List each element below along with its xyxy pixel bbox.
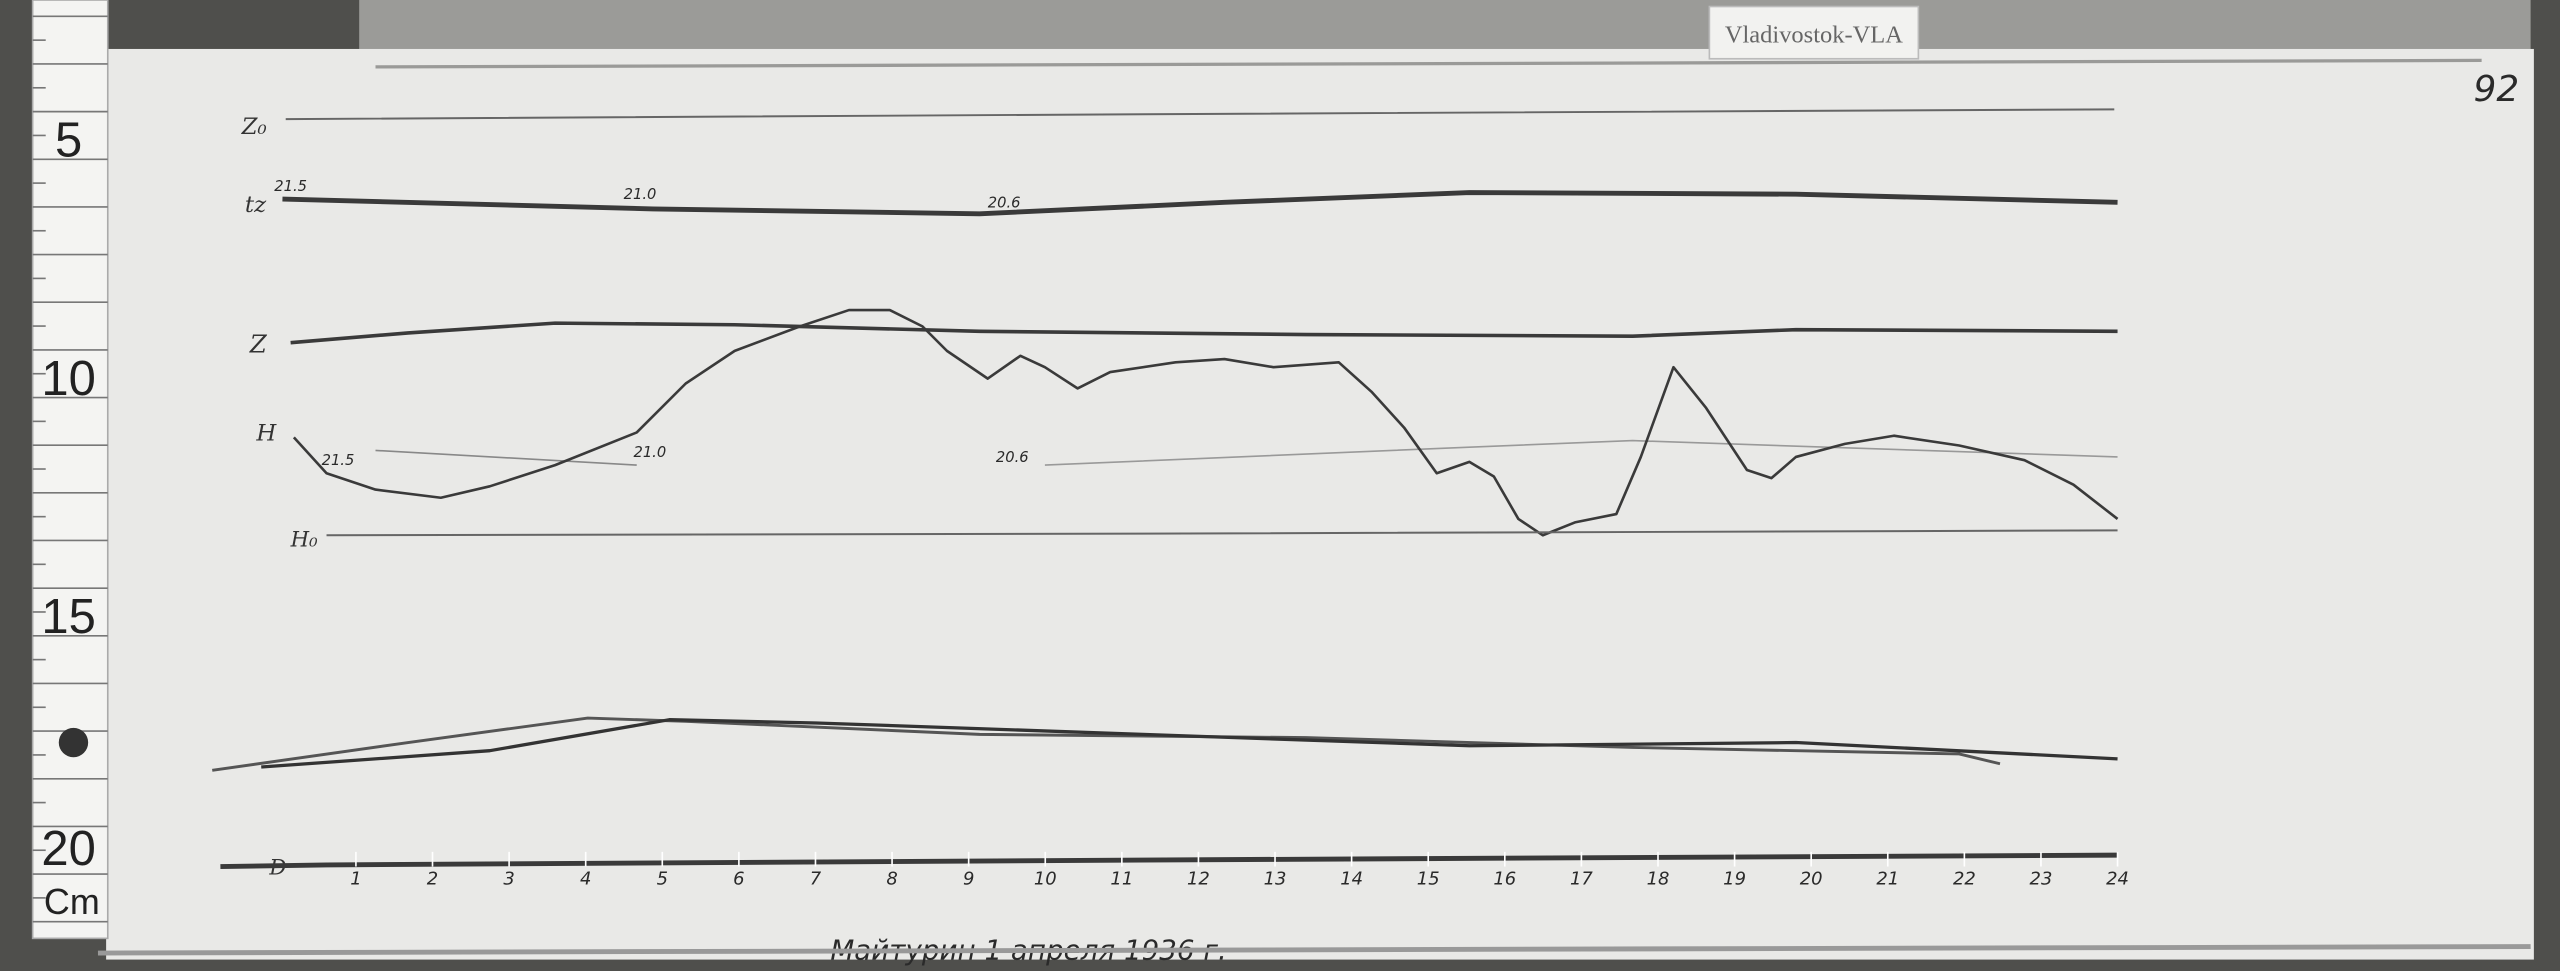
temp-reading: 20.6	[988, 194, 1021, 211]
station-tag-text: Vladivostok-VLA	[1725, 21, 1903, 48]
hour-label: 22	[1953, 869, 1976, 890]
temp-reading: 21.0	[633, 444, 666, 461]
sleeve-edge	[375, 58, 2482, 69]
hour-label: 8	[886, 869, 897, 890]
hour-label: 21	[1876, 869, 1899, 890]
hour-label: 18	[1647, 869, 1670, 890]
ruler-mark-5: 5	[55, 114, 82, 168]
h-trace	[292, 308, 2119, 537]
ruler-mark-15: 15	[41, 590, 95, 644]
hour-label: 20	[1800, 869, 1823, 890]
hour-label: 4	[580, 869, 591, 890]
d-baseline-line	[220, 852, 2118, 870]
hour-label: 17	[1570, 869, 1593, 890]
hour-label: 24	[2106, 869, 2129, 890]
hour-label: 13	[1264, 869, 1287, 890]
z-baseline-line	[285, 108, 2115, 121]
label-temperature: tz	[245, 192, 267, 218]
z-trace	[290, 321, 2118, 345]
hour-label: 19	[1723, 869, 1746, 890]
temp-reading: 21.0	[624, 186, 657, 203]
d-trace	[212, 716, 2001, 772]
hour-label: 15	[1417, 869, 1440, 890]
hour-label: 6	[733, 869, 744, 890]
ruler: 5 10 15 20 Cm	[31, 0, 109, 940]
label-h: H	[255, 421, 277, 447]
hour-label: 23	[2030, 869, 2053, 890]
hour-label: 10	[1034, 869, 1057, 890]
h-baseline-line	[326, 529, 2118, 537]
ruler-unit: Cm	[44, 881, 100, 922]
hour-label: 16	[1493, 869, 1516, 890]
label-h-baseline: H₀	[290, 528, 318, 553]
temperature-trace	[282, 190, 2118, 217]
hour-label: 3	[503, 869, 514, 890]
station-tag	[1708, 5, 1920, 60]
h-temp-line	[1044, 439, 2118, 466]
hour-label: 12	[1187, 869, 1210, 890]
paper-sheet	[106, 48, 2534, 960]
hour-label: 2	[427, 869, 438, 890]
label-d-baseline: D	[268, 856, 286, 881]
ruler-mark-10: 10	[41, 352, 95, 406]
hour-label: 5	[657, 869, 668, 890]
pin-icon	[58, 727, 89, 758]
temp-reading: 20.6	[996, 449, 1029, 466]
sleeve-bottom-edge	[97, 944, 2531, 956]
hour-label: 14	[1340, 869, 1363, 890]
label-z-baseline: Z₀	[241, 114, 267, 140]
hour-label: 7	[810, 869, 822, 890]
sheet-number: 92	[2473, 69, 2519, 110]
d-trace	[261, 718, 2118, 769]
hour-label: 1	[350, 869, 361, 890]
hour-label: 11	[1110, 869, 1133, 890]
ruler-mark-20: 20	[41, 822, 95, 876]
temp-reading: 21.5	[322, 452, 355, 469]
temp-reading: 21.5	[274, 178, 307, 195]
label-z: Z	[249, 330, 268, 359]
h-temp-line	[375, 449, 637, 466]
hour-label: 9	[963, 869, 974, 890]
